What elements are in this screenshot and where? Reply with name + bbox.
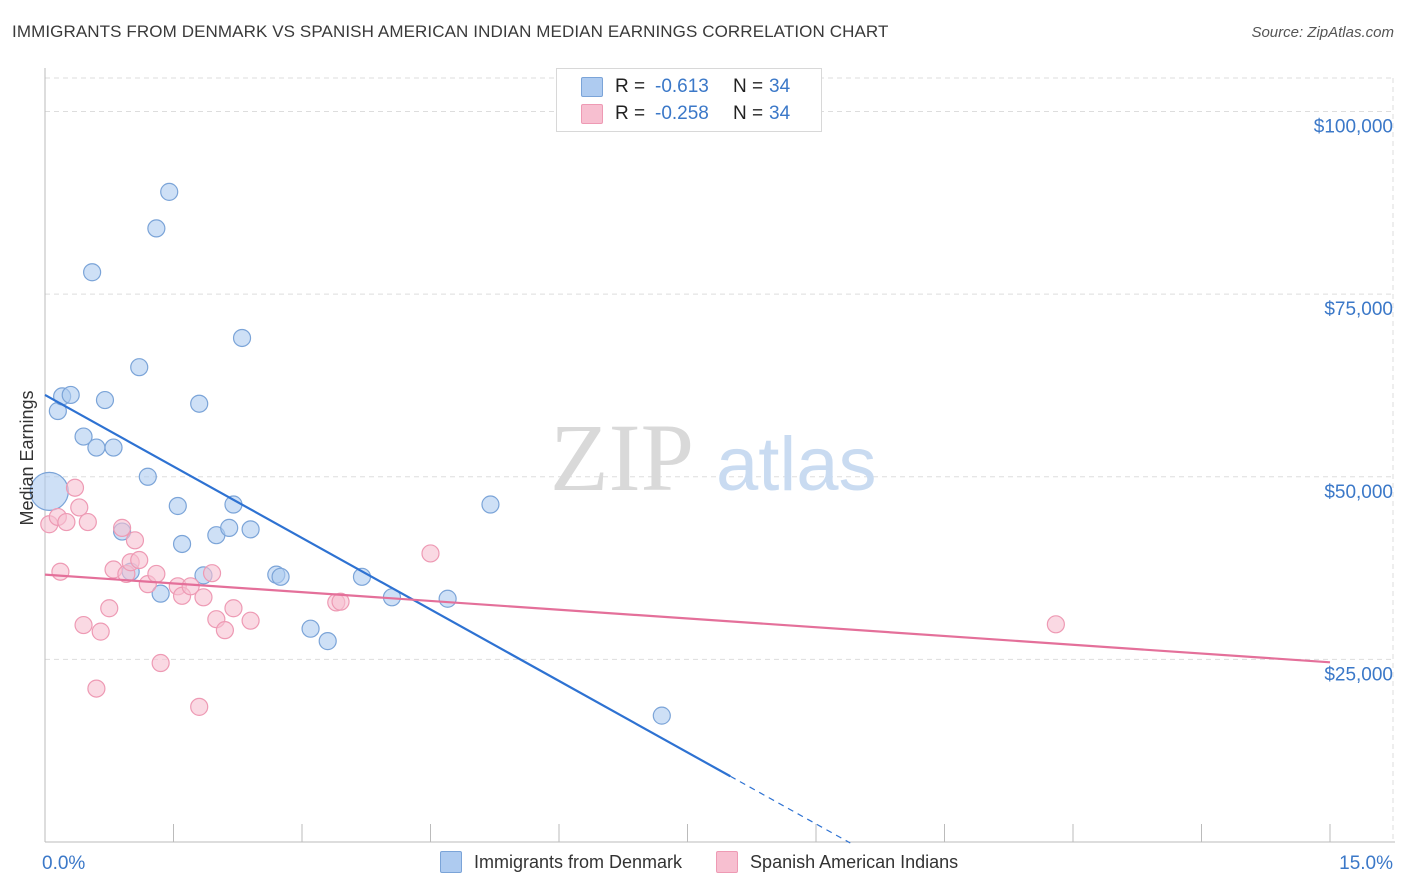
y-tick-label: $25,000 (1324, 664, 1393, 685)
point-denmark (130, 358, 149, 377)
point-spanish-american (241, 611, 260, 630)
point-spanish-american (1046, 615, 1065, 634)
point-denmark (74, 427, 93, 446)
legend-r-value-spanish-american: -0.258 (655, 103, 709, 124)
watermark: ZIP atlas (550, 404, 877, 511)
point-denmark (172, 534, 192, 554)
legend-n-label: N = (733, 76, 764, 97)
point-denmark (271, 567, 290, 586)
watermark-zip: ZIP (550, 404, 694, 511)
point-spanish-american (151, 653, 170, 673)
trendline-denmark-extension (730, 775, 851, 844)
y-tick-label: $100,000 (1314, 117, 1393, 138)
legend-swatch-denmark (581, 77, 603, 97)
legend-swatch-spanish-american (581, 104, 603, 124)
point-spanish-american (51, 562, 70, 581)
legend-r-label: R = (615, 103, 646, 124)
legend-row-denmark: R = -0.613 N = 34 (581, 75, 790, 99)
trendline-spanish-american (44, 573, 1331, 664)
trendline-denmark (44, 393, 731, 778)
point-spanish-american (87, 679, 106, 698)
point-denmark (318, 632, 337, 651)
point-spanish-american (331, 592, 350, 611)
series-legend: Immigrants from Denmark Spanish American… (440, 851, 992, 873)
point-denmark (168, 496, 187, 516)
point-spanish-american (78, 512, 97, 532)
series-swatch-spanish-american (716, 851, 739, 873)
point-spanish-american (65, 478, 85, 497)
point-denmark (104, 438, 123, 457)
point-denmark (83, 263, 102, 282)
point-spanish-american (70, 498, 89, 517)
correlation-legend: R = -0.613 N = 34 R = -0.258 N = 34 (556, 68, 822, 132)
point-denmark (652, 706, 671, 725)
legend-n-label: N = (733, 103, 764, 124)
x-tick-label: 15.0% (1339, 853, 1393, 874)
watermark-atlas: atlas (716, 422, 877, 507)
point-spanish-american (190, 697, 209, 716)
trend-layer (44, 393, 1331, 844)
legend-r-value-denmark: -0.613 (655, 76, 709, 97)
point-denmark (160, 182, 179, 201)
y-tick-label: $75,000 (1324, 299, 1393, 320)
point-denmark (220, 518, 239, 537)
x-tick-label: 0.0% (42, 853, 85, 874)
point-denmark (151, 584, 170, 603)
point-denmark (438, 589, 457, 608)
point-denmark (147, 219, 166, 238)
point-denmark (241, 520, 260, 539)
point-denmark (95, 390, 115, 410)
y-axis-label: Median Earnings (17, 390, 37, 525)
y-tick-label: $50,000 (1324, 482, 1393, 503)
source-label: Source: ZipAtlas.com (1251, 24, 1394, 41)
point-spanish-american (112, 518, 132, 537)
point-spanish-american (215, 621, 234, 640)
point-spanish-american (74, 615, 93, 635)
point-spanish-american (91, 622, 110, 641)
series-label-denmark: Immigrants from Denmark (474, 851, 683, 872)
series-legend-spanish-american[interactable]: Spanish American Indians (716, 851, 958, 873)
chart-title: IMMIGRANTS FROM DENMARK VS SPANISH AMERI… (12, 22, 889, 41)
point-denmark (87, 438, 106, 457)
series-legend-denmark[interactable]: Immigrants from Denmark (440, 851, 682, 873)
point-spanish-american (194, 588, 213, 607)
legend-r-label: R = (615, 76, 646, 97)
legend-n-value-spanish-american: 34 (769, 103, 791, 124)
label-layer: $25,000 $50,000 $75,000 $100,000 0.0% 15.0% Me… (17, 117, 1393, 874)
legend-n-value-denmark: 34 (769, 76, 791, 97)
grid-layer (45, 77, 1395, 842)
legend-row-spanish-american: R = -0.258 N = 34 (581, 102, 790, 126)
series-swatch-denmark (440, 851, 462, 873)
point-spanish-american (421, 544, 440, 563)
point-denmark (190, 394, 209, 413)
point-denmark (232, 328, 252, 348)
point-denmark (301, 619, 320, 638)
point-spanish-american (181, 577, 200, 596)
point-spanish-american (202, 564, 222, 583)
point-spanish-american (125, 531, 145, 550)
series-label-spanish-american: Spanish American Indians (750, 851, 959, 872)
point-spanish-american (224, 599, 243, 618)
point-denmark (138, 467, 157, 486)
point-denmark (481, 495, 500, 514)
point-spanish-american (57, 512, 76, 532)
point-denmark (61, 385, 80, 405)
points-layer (29, 182, 1065, 725)
point-spanish-american (130, 550, 149, 570)
point-spanish-american (100, 599, 119, 618)
axis-layer (44, 68, 1395, 843)
point-spanish-american (147, 564, 166, 584)
